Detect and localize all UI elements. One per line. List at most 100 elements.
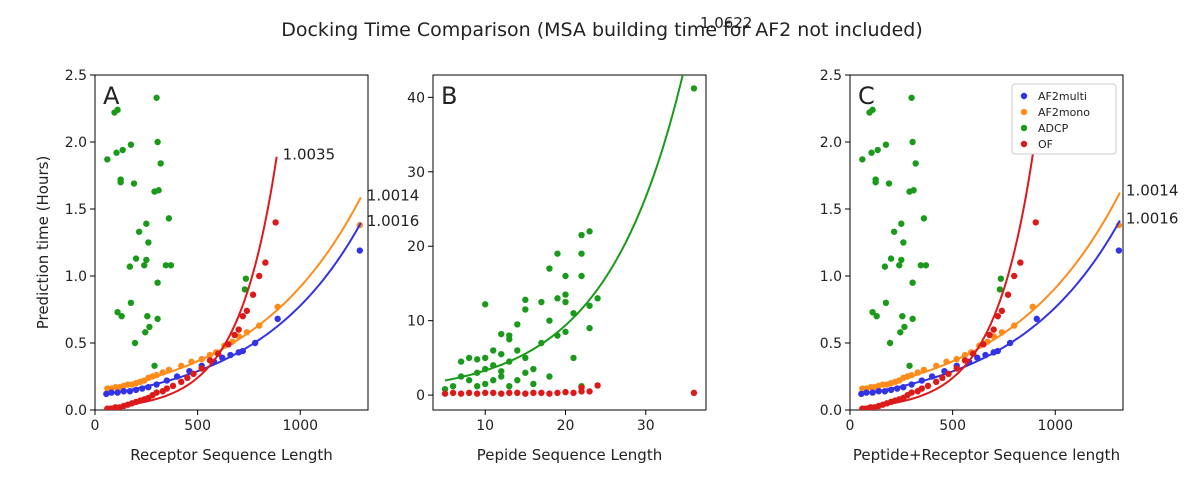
panel-a-x-tick-label: 500 bbox=[184, 418, 211, 434]
panel-a-of-point bbox=[262, 259, 269, 266]
panel-c-af2mono-point bbox=[961, 351, 969, 359]
panel-b-adcp-point bbox=[538, 298, 545, 306]
panel-c-adcp-point bbox=[898, 256, 905, 264]
panel-a-af2mono-rate-label: 1.0014 bbox=[367, 186, 420, 204]
panel-b-adcp-point bbox=[538, 339, 545, 347]
figure-title: Docking Time Comparison (MSA building ti… bbox=[281, 19, 923, 41]
panel-b-adcp-point bbox=[554, 295, 561, 302]
panel-a-af2multi-point bbox=[139, 385, 146, 392]
panel-c-af2mono-point bbox=[1029, 303, 1036, 311]
panel-a-adcp-point bbox=[144, 313, 151, 320]
panel-b-adcp-point bbox=[570, 310, 577, 317]
legend-label: AF2multi bbox=[1038, 90, 1087, 103]
panel-c-adcp-point bbox=[882, 141, 890, 148]
panel-c-of-point bbox=[986, 331, 993, 339]
panel-a-af2multi-point bbox=[219, 354, 226, 361]
panel-b-adcp-point bbox=[522, 369, 529, 376]
panel-c-af2multi-point bbox=[869, 389, 876, 396]
panel-a-adcp-point bbox=[131, 339, 139, 347]
panel-a-of-point bbox=[243, 307, 251, 315]
panel-b-of-point bbox=[473, 390, 481, 397]
panel-c-y-tick-label: 2.0 bbox=[820, 135, 842, 151]
panel-c-adcp-point bbox=[912, 160, 919, 167]
panel-a-y-tick-label: 1.0 bbox=[65, 269, 87, 285]
panel-b-adcp-point bbox=[578, 250, 585, 257]
panel-b-adcp-point bbox=[441, 385, 449, 393]
panel-a-af2mono-point bbox=[178, 362, 185, 369]
panel-a-of-point bbox=[272, 219, 279, 226]
panel-a-of-point bbox=[239, 313, 246, 320]
panel-c-af2multi-rate-label: 1.0016 bbox=[1126, 209, 1179, 227]
panel-c-adcp-point bbox=[869, 308, 876, 316]
panel-b-adcp-point bbox=[570, 354, 577, 362]
panel-c-of-point bbox=[939, 374, 946, 382]
panel-c-adcp-point bbox=[917, 262, 925, 269]
panel-a-adcp-point bbox=[127, 141, 135, 148]
panel-b-adcp-point bbox=[498, 368, 505, 375]
panel-a-adcp-point bbox=[154, 315, 161, 323]
panel-c-adcp-point bbox=[890, 228, 898, 235]
panel-b-adcp-point bbox=[690, 85, 698, 92]
panel-c-af2mono-rate-label: 1.0014 bbox=[1126, 182, 1179, 200]
panel-c-adcp-point bbox=[896, 262, 903, 269]
panel-a-af2multi-point bbox=[126, 388, 134, 395]
panel-b-adcp-point bbox=[498, 373, 505, 380]
panel-c-adcp-point bbox=[881, 263, 889, 270]
panel-c-of-point bbox=[998, 307, 1006, 315]
panel-c-of-point bbox=[1004, 291, 1012, 298]
panel-c-adcp-point bbox=[868, 149, 875, 156]
panel-a-adcp-point bbox=[165, 215, 173, 222]
panel-b-adcp-point bbox=[506, 382, 513, 390]
panel-c-y-tick-label: 2.5 bbox=[820, 68, 842, 84]
panel-c-adcp-point bbox=[898, 220, 905, 227]
panel-c-af2multi-point bbox=[908, 381, 915, 388]
panel-b-adcp-fit-line bbox=[444, 75, 684, 382]
panel-a-of-point bbox=[231, 331, 238, 339]
panel-a-adcp-point bbox=[142, 329, 149, 336]
panel-c-af2multi-point bbox=[1115, 247, 1123, 254]
panel-c-af2multi-point bbox=[1033, 315, 1040, 323]
panel-c-af2mono-point bbox=[1011, 322, 1018, 329]
panel-c-adcp-point bbox=[897, 329, 904, 336]
panel-a-adcp-point bbox=[153, 94, 160, 101]
panel-c-adcp-point bbox=[873, 313, 880, 320]
panel-b-adcp-point bbox=[578, 272, 585, 280]
panel-b-adcp-point bbox=[506, 358, 513, 365]
panel-a-adcp-point bbox=[155, 187, 162, 194]
legend-label: ADCP bbox=[1038, 122, 1069, 135]
panel-b-adcp-point bbox=[522, 296, 529, 304]
panel-c-adcp-point bbox=[920, 215, 928, 222]
panel-a-af2mono-point bbox=[243, 329, 251, 336]
panel-b-adcp-point bbox=[586, 302, 593, 309]
panel-b-x-tick-label: 30 bbox=[637, 418, 655, 434]
panel-a-adcp-point bbox=[143, 256, 150, 264]
panel-a-of-point bbox=[163, 385, 171, 392]
panel-a-af2mono-point bbox=[198, 355, 205, 363]
panel-b-adcp-point bbox=[546, 373, 553, 380]
panel-b-adcp-point bbox=[522, 354, 529, 362]
panel-b-of-point bbox=[538, 389, 545, 397]
panel-a-af2multi-point bbox=[227, 351, 234, 359]
panel-a-adcp-point bbox=[154, 138, 161, 146]
panel-b-adcp-point bbox=[514, 321, 521, 328]
panel-b-of-point bbox=[514, 389, 521, 397]
panel-b-adcp-point bbox=[562, 298, 569, 306]
panel-c-af2mono-point bbox=[943, 358, 950, 365]
panel-c-af2multi-point bbox=[881, 388, 889, 395]
panel-b-adcp-point bbox=[530, 365, 537, 373]
panel-c-adcp-point bbox=[997, 275, 1005, 282]
panel-a-adcp-point bbox=[114, 308, 121, 316]
panel-a-af2multi-rate-label: 1.0016 bbox=[367, 212, 420, 230]
panel-b-adcp-point bbox=[449, 382, 457, 390]
legend: AF2multi AF2mono ADCP OF bbox=[1011, 83, 1117, 155]
panel-a-adcp-point bbox=[242, 275, 250, 282]
panel-a-af2mono-point bbox=[153, 371, 160, 379]
panel-b-adcp-point bbox=[465, 354, 473, 362]
panel-c-adcp-point bbox=[996, 286, 1004, 293]
panel-a-af2multi-point bbox=[103, 390, 110, 398]
panel-b-y-tick-label: 40 bbox=[407, 90, 425, 106]
panel-b-adcp-point bbox=[481, 380, 489, 388]
panel-c-af2multi-point bbox=[994, 347, 1001, 355]
panel-c-adcp-point bbox=[872, 179, 879, 186]
panel-b-adcp-point bbox=[514, 347, 521, 354]
